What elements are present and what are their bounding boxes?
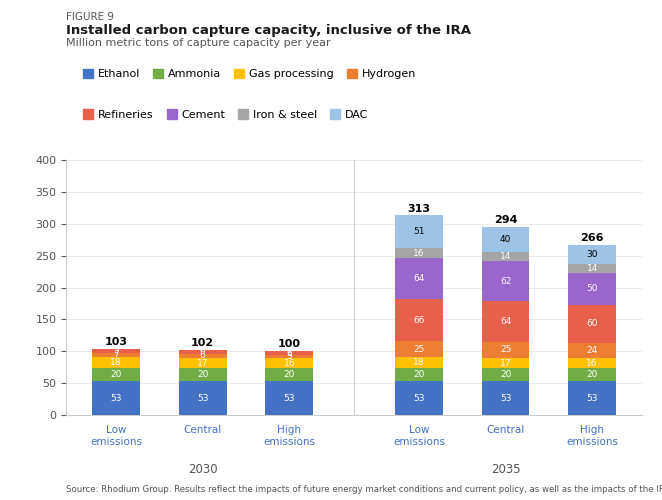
Text: 53: 53 <box>111 394 122 402</box>
Bar <box>482 262 530 301</box>
Text: Source: Rhodium Group. Results reflect the impacts of future energy market condi: Source: Rhodium Group. Results reflect t… <box>66 485 662 494</box>
Bar <box>395 357 443 368</box>
Text: 18: 18 <box>413 358 425 367</box>
Text: 20: 20 <box>111 370 122 380</box>
Text: 102: 102 <box>191 338 214 348</box>
Text: 53: 53 <box>587 394 598 402</box>
Text: 17: 17 <box>500 358 511 368</box>
Bar <box>265 381 313 415</box>
Bar <box>482 342 530 357</box>
Text: 53: 53 <box>283 394 295 402</box>
Text: 2030: 2030 <box>188 464 218 476</box>
Bar <box>569 358 616 368</box>
Bar <box>569 343 616 358</box>
Legend: Refineries, Cement, Iron & steel, DAC: Refineries, Cement, Iron & steel, DAC <box>83 110 368 120</box>
Text: 16: 16 <box>413 248 425 258</box>
Text: 30: 30 <box>587 250 598 259</box>
Text: 17: 17 <box>197 358 209 368</box>
Bar <box>93 357 140 368</box>
Text: 20: 20 <box>500 370 511 380</box>
Bar <box>265 355 313 358</box>
Bar <box>395 248 443 258</box>
Text: FIGURE 9: FIGURE 9 <box>66 12 115 22</box>
Bar <box>569 381 616 415</box>
Bar <box>395 381 443 415</box>
Bar <box>482 381 530 415</box>
Bar <box>482 368 530 381</box>
Text: 16: 16 <box>283 359 295 368</box>
Text: 5: 5 <box>113 346 119 356</box>
Text: 60: 60 <box>587 320 598 328</box>
Bar <box>569 264 616 273</box>
Bar <box>395 258 443 299</box>
Bar <box>179 354 226 358</box>
Bar <box>265 368 313 381</box>
Bar <box>93 352 140 357</box>
Text: 6: 6 <box>200 351 206 360</box>
Text: 40: 40 <box>500 235 511 244</box>
Text: 25: 25 <box>413 344 425 354</box>
Text: 20: 20 <box>197 370 209 380</box>
Bar <box>482 358 530 368</box>
Text: 18: 18 <box>111 358 122 367</box>
Bar <box>569 368 616 381</box>
Text: 103: 103 <box>105 338 128 347</box>
Text: 5: 5 <box>287 352 292 361</box>
Text: 2035: 2035 <box>491 464 520 476</box>
Text: Installed carbon capture capacity, inclusive of the IRA: Installed carbon capture capacity, inclu… <box>66 24 471 37</box>
Text: 20: 20 <box>413 370 425 380</box>
Text: 14: 14 <box>587 264 598 273</box>
Text: 51: 51 <box>413 227 425 236</box>
Text: 64: 64 <box>500 317 511 326</box>
Bar <box>179 350 226 354</box>
Bar <box>395 341 443 357</box>
Text: 294: 294 <box>494 215 518 225</box>
Text: 25: 25 <box>500 345 511 354</box>
Text: 313: 313 <box>408 204 430 214</box>
Bar <box>482 301 530 342</box>
Bar <box>93 368 140 381</box>
Text: 14: 14 <box>500 252 511 262</box>
Bar <box>569 245 616 264</box>
Bar <box>179 381 226 415</box>
Bar <box>93 350 140 352</box>
Text: 6: 6 <box>287 348 292 358</box>
Text: 266: 266 <box>581 233 604 243</box>
Text: 62: 62 <box>500 276 511 285</box>
Text: 20: 20 <box>283 370 295 380</box>
Bar <box>482 227 530 252</box>
Text: 64: 64 <box>413 274 425 283</box>
Text: 66: 66 <box>413 316 425 324</box>
Text: 6: 6 <box>200 348 206 356</box>
Text: 53: 53 <box>197 394 209 402</box>
Bar <box>569 273 616 304</box>
Bar <box>179 358 226 368</box>
Text: 24: 24 <box>587 346 598 355</box>
Text: 100: 100 <box>278 340 301 349</box>
Text: 20: 20 <box>587 370 598 380</box>
Text: 7: 7 <box>113 350 119 360</box>
Bar <box>265 351 313 355</box>
Bar <box>395 216 443 248</box>
Text: 16: 16 <box>587 359 598 368</box>
Bar <box>93 381 140 415</box>
Text: 53: 53 <box>413 394 425 402</box>
Bar <box>179 368 226 381</box>
Bar <box>482 252 530 262</box>
Text: 53: 53 <box>500 394 511 402</box>
Bar <box>395 368 443 381</box>
Bar <box>395 299 443 341</box>
Text: 50: 50 <box>587 284 598 294</box>
Bar <box>569 304 616 343</box>
Text: Million metric tons of capture capacity per year: Million metric tons of capture capacity … <box>66 38 331 48</box>
Bar <box>265 358 313 368</box>
